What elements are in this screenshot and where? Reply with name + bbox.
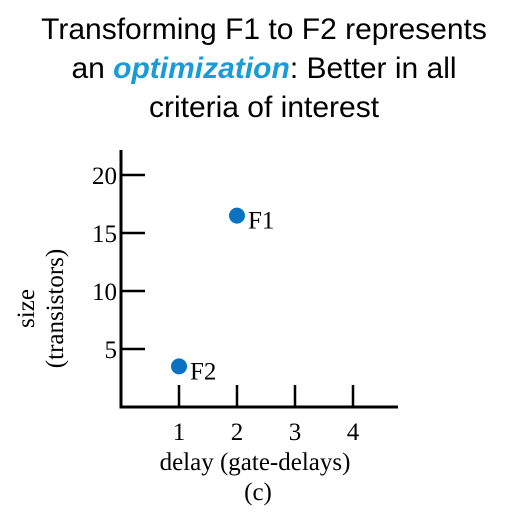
chart-points: F1 F2	[171, 207, 274, 385]
title-line-2-pre: an	[71, 52, 114, 85]
data-point-f1	[229, 207, 245, 224]
chart-axes	[119, 150, 398, 409]
x-tick-label: 2	[231, 419, 244, 446]
title-emphasis-word: optimization	[113, 52, 290, 85]
x-tick-label: 4	[347, 419, 360, 446]
point-label-f1: F1	[248, 208, 274, 235]
x-tick-label: 1	[173, 419, 186, 446]
y-tick-label: 5	[105, 337, 118, 364]
slide-title: Transforming F1 to F2 represents an opti…	[0, 10, 528, 127]
title-line-3: criteria of interest	[148, 91, 380, 124]
y-tick-label: 15	[92, 221, 117, 248]
title-line-2: an optimization: Better in all	[0, 49, 528, 88]
x-axis-label: delay (gate-delays)	[160, 449, 351, 476]
y-axis-label-line-1: size	[13, 289, 40, 328]
data-point-f2	[171, 358, 187, 375]
point-label-f2: F2	[190, 358, 216, 385]
y-tick-label: 20	[92, 163, 117, 190]
y-tick-label: 10	[92, 279, 117, 306]
chart-caption: (c)	[244, 479, 272, 506]
chart-ticks: 1 2 3 4 5 10 15 20	[92, 163, 360, 446]
title-line-1: Transforming F1 to F2 represents	[41, 13, 487, 46]
x-tick-label: 3	[289, 419, 302, 446]
title-line-2-post: : Better in all	[289, 52, 457, 85]
y-axis-label-line-2: (transistors)	[42, 249, 69, 368]
